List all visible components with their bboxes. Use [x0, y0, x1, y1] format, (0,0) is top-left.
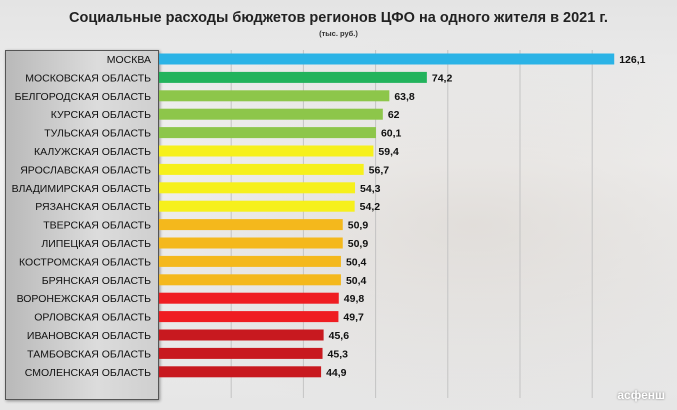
- chart-subtitle: (тыс. руб.): [319, 29, 358, 38]
- bar: [159, 292, 339, 304]
- category-label: ВЛАДИМИРСКАЯ ОБЛАСТЬ: [12, 183, 152, 195]
- bar: [159, 237, 343, 249]
- data-label: 44,9: [326, 367, 347, 379]
- data-label: 50,9: [348, 220, 369, 232]
- data-label: 59,4: [378, 146, 399, 158]
- category-label: ВОРОНЕЖСКАЯ ОБЛАСТЬ: [17, 293, 151, 305]
- data-label: 74,2: [432, 72, 453, 84]
- category-label: МОСКВА: [107, 54, 151, 66]
- bar: [159, 255, 341, 267]
- category-label: РЯЗАНСКАЯ ОБЛАСТЬ: [35, 201, 151, 213]
- chart-title: Социальные расходы бюджетов регионов ЦФО…: [69, 10, 608, 26]
- bar: [159, 200, 355, 212]
- data-label: 126,1: [619, 54, 645, 66]
- data-label: 63,8: [394, 91, 415, 103]
- bar: [159, 274, 341, 286]
- category-label: КОСТРОМСКАЯ ОБЛАСТЬ: [19, 256, 151, 268]
- category-label: ТВЕРСКАЯ ОБЛАСТЬ: [43, 220, 151, 232]
- bar: [159, 329, 324, 341]
- data-label: 50,9: [348, 238, 369, 250]
- data-label: 49,8: [344, 293, 365, 305]
- data-label: 54,3: [360, 183, 381, 195]
- data-label: 50,4: [346, 256, 367, 268]
- bar: [159, 163, 364, 175]
- category-label: БРЯНСКАЯ ОБЛАСТЬ: [42, 275, 151, 287]
- bar: [159, 219, 343, 231]
- category-label: КАЛУЖСКАЯ ОБЛАСТЬ: [34, 146, 151, 158]
- bar: [159, 347, 323, 359]
- bar: [159, 311, 339, 323]
- category-label: КУРСКАЯ ОБЛАСТЬ: [51, 109, 151, 121]
- category-label: МОСКОВСКАЯ ОБЛАСТЬ: [25, 72, 151, 84]
- data-label: 49,7: [343, 312, 364, 324]
- category-label: ОРЛОВСКАЯ ОБЛАСТЬ: [34, 312, 151, 324]
- data-label: 45,6: [329, 330, 350, 342]
- data-label: 60,1: [381, 128, 402, 140]
- category-label-panel: [5, 50, 159, 400]
- data-label: 45,3: [328, 348, 349, 360]
- bar: [159, 182, 356, 194]
- data-label: 62: [388, 109, 400, 121]
- bar: [159, 145, 374, 157]
- data-label: 54,2: [360, 201, 381, 213]
- category-label: БЕЛГОРОДСКАЯ ОБЛАСТЬ: [15, 91, 151, 103]
- category-label: ЯРОСЛАВСКАЯ ОБЛАСТЬ: [20, 164, 151, 176]
- bar: [159, 108, 383, 120]
- bar: [159, 71, 427, 83]
- bar: [159, 53, 615, 65]
- category-label: ЛИПЕЦКАЯ ОБЛАСТЬ: [41, 238, 151, 250]
- bar: [159, 127, 376, 139]
- watermark-logo: асфенш: [617, 388, 665, 402]
- category-label: ТАМБОВСКАЯ ОБЛАСТЬ: [27, 348, 151, 360]
- category-label: ТУЛЬСКАЯ ОБЛАСТЬ: [44, 128, 151, 140]
- data-label: 50,4: [346, 275, 367, 287]
- bar: [159, 90, 390, 102]
- category-label: СМОЛЕНСКАЯ ОБЛАСТЬ: [25, 367, 151, 379]
- category-label: ИВАНОВСКАЯ ОБЛАСТЬ: [27, 330, 151, 342]
- data-label: 56,7: [369, 164, 390, 176]
- bar: [159, 366, 322, 378]
